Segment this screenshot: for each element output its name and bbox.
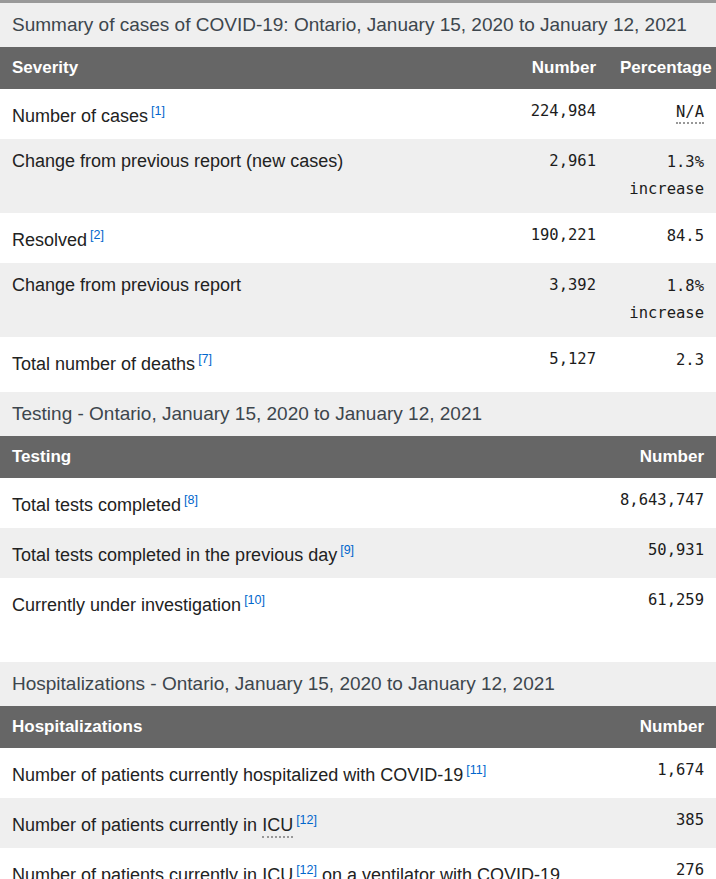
- number-value-cell: 224,984: [488, 89, 608, 139]
- number-value-cell: 5,127: [488, 337, 608, 387]
- number-value-cell: 1,674: [596, 748, 716, 798]
- footnote-ref-link[interactable]: [8]: [184, 493, 198, 507]
- text-segment: Number of patients currently in: [12, 865, 262, 879]
- row-label-cell: Change from previous report (new cases): [0, 139, 488, 213]
- percentage-value-cell: 84.5: [608, 213, 716, 263]
- text-segment: 1.8%: [667, 277, 704, 295]
- number-value-cell: 2,961: [488, 139, 608, 213]
- testing-table: Testing - Ontario, January 15, 2020 to J…: [0, 392, 716, 628]
- number-value-cell: 3,392: [488, 263, 608, 337]
- table-row: Number of cases[1]224,984N/A: [0, 89, 716, 139]
- text-segment: 2.3: [676, 351, 704, 369]
- table-row: Resolved[2]190,22184.5: [0, 213, 716, 263]
- text-segment: Change from previous report: [12, 275, 241, 295]
- table-row: Total number of deaths[7]5,1272.3: [0, 337, 716, 387]
- number-value-cell: 61,259: [596, 578, 716, 628]
- abbreviation: ICU: [262, 865, 293, 879]
- percentage-value-cell: 1.8% increase: [608, 263, 716, 337]
- row-label-cell: Number of patients currently in ICU[12]: [0, 798, 596, 848]
- text-segment: increase: [629, 304, 704, 322]
- row-label-cell: Total tests completed[8]: [0, 478, 596, 528]
- abbreviation: N/A: [676, 103, 704, 124]
- text-segment: Total tests completed in the previous da…: [12, 545, 337, 565]
- row-label-cell: Number of patients currently in ICU[12] …: [0, 848, 596, 879]
- header-row: SeverityNumberPercentage: [0, 47, 716, 89]
- column-header-severity: Severity: [0, 47, 488, 89]
- text-segment: Total number of deaths: [12, 354, 195, 374]
- text-segment: Resolved: [12, 230, 87, 250]
- footnote-ref-link[interactable]: [2]: [90, 228, 104, 242]
- footnote-ref-link[interactable]: [10]: [244, 593, 265, 607]
- column-header-number: Number: [488, 47, 608, 89]
- row-label-cell: Currently under investigation[10]: [0, 578, 596, 628]
- column-header-testing: Testing: [0, 436, 596, 478]
- percentage-value-cell: N/A: [608, 89, 716, 139]
- table-row: Number of patients currently in ICU[12]3…: [0, 798, 716, 848]
- footnote-ref-link[interactable]: [12]: [296, 813, 317, 827]
- text-segment: on a ventilator with COVID-19: [317, 865, 560, 879]
- text-segment: 84.5: [667, 227, 704, 245]
- footnote-ref-link[interactable]: [1]: [151, 104, 165, 118]
- table-row: Currently under investigation[10]61,259: [0, 578, 716, 628]
- footnote-ref-link[interactable]: [9]: [340, 543, 354, 557]
- table-row: Number of patients currently hospitalize…: [0, 748, 716, 798]
- column-header-number: Number: [596, 436, 716, 478]
- column-header-percentage: Percentage: [608, 47, 716, 89]
- header-row: TestingNumber: [0, 436, 716, 478]
- table-row: Total tests completed[8]8,643,747: [0, 478, 716, 528]
- row-label-cell: Total tests completed in the previous da…: [0, 528, 596, 578]
- number-value-cell: 276: [596, 848, 716, 879]
- text-segment: increase: [629, 180, 704, 198]
- testing-caption: Testing - Ontario, January 15, 2020 to J…: [0, 392, 716, 436]
- percentage-value-cell: 2.3: [608, 337, 716, 387]
- row-label-cell: Number of patients currently hospitalize…: [0, 748, 596, 798]
- text-segment: Number of patients currently hospitalize…: [12, 765, 463, 785]
- table-row: Change from previous report 3,392 1.8% incr…: [0, 263, 716, 337]
- header-row: HospitalizationsNumber: [0, 706, 716, 748]
- number-value-cell: 385: [596, 798, 716, 848]
- number-value-cell: 50,931: [596, 528, 716, 578]
- abbreviation: ICU: [262, 815, 293, 838]
- covid-summary-page: Summary of cases of COVID-19: Ontario, J…: [0, 0, 716, 879]
- footnote-ref-link[interactable]: [7]: [198, 352, 212, 366]
- hospitalizations-caption: Hospitalizations - Ontario, January 15, …: [0, 662, 716, 706]
- row-label-cell: Resolved[2]: [0, 213, 488, 263]
- percentage-value-cell: 1.3% increase: [608, 139, 716, 213]
- summary-caption: Summary of cases of COVID-19: Ontario, J…: [0, 0, 716, 47]
- text-segment: Number of patients currently in: [12, 815, 262, 835]
- footnote-ref-link[interactable]: [12]: [296, 863, 317, 877]
- summary-table: Summary of cases of COVID-19: Ontario, J…: [0, 0, 716, 387]
- table-row: Total tests completed in the previous da…: [0, 528, 716, 578]
- table-row: Change from previous report (new cases) 2…: [0, 139, 716, 213]
- number-value-cell: 8,643,747: [596, 478, 716, 528]
- row-label-cell: Change from previous report: [0, 263, 488, 337]
- footnote-ref-link[interactable]: [11]: [466, 763, 486, 777]
- table-row: Number of patients currently in ICU[12] …: [0, 848, 716, 879]
- number-value-cell: 190,221: [488, 213, 608, 263]
- column-header-number: Number: [596, 706, 716, 748]
- tables-container: Summary of cases of COVID-19: Ontario, J…: [0, 0, 716, 879]
- text-segment: Change from previous report (new cases): [12, 151, 343, 171]
- text-segment: 1.3%: [667, 153, 704, 171]
- row-label-cell: Total number of deaths[7]: [0, 337, 488, 387]
- text-segment: Total tests completed: [12, 495, 181, 515]
- column-header-hospitalizations: Hospitalizations: [0, 706, 596, 748]
- row-label-cell: Number of cases[1]: [0, 89, 488, 139]
- hospitalizations-table: Hospitalizations - Ontario, January 15, …: [0, 662, 716, 879]
- text-segment: Currently under investigation: [12, 595, 241, 615]
- text-segment: Number of cases: [12, 106, 148, 126]
